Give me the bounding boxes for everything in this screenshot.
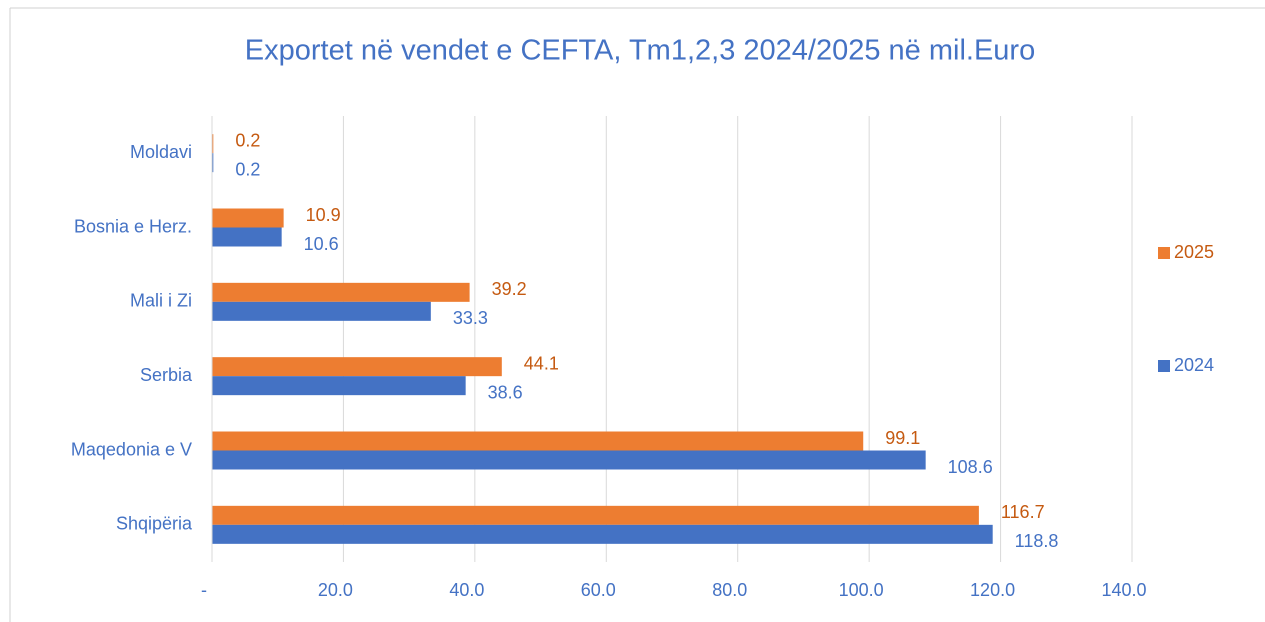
value-label: 116.7 (1001, 502, 1045, 522)
bar (212, 208, 284, 228)
x-tick-label: 100.0 (839, 580, 884, 600)
value-label: 99.1 (885, 428, 920, 448)
value-label: 33.3 (453, 308, 488, 328)
bar (212, 301, 431, 321)
x-tick-label: 40.0 (449, 580, 484, 600)
x-tick-label: - (201, 580, 207, 600)
value-label: 0.2 (235, 130, 260, 150)
value-label: 10.6 (304, 234, 339, 254)
value-label: 44.1 (524, 353, 559, 373)
y-tick-label: Maqedonia e V (71, 439, 192, 459)
bar (212, 524, 993, 544)
value-label: 10.9 (306, 205, 341, 225)
bar (212, 227, 282, 247)
y-tick-label: Mali i Zi (130, 291, 192, 311)
legend-label: 2024 (1174, 355, 1214, 375)
legend-swatch (1158, 247, 1170, 259)
bar (212, 450, 926, 470)
bar (212, 153, 214, 173)
x-tick-label: 20.0 (318, 580, 353, 600)
bar (212, 282, 470, 302)
value-label: 38.6 (488, 382, 523, 402)
value-label: 0.2 (235, 159, 260, 179)
bar (212, 431, 864, 451)
y-tick-label: Shqipëria (116, 514, 193, 534)
value-label: 39.2 (492, 279, 527, 299)
legend-label: 2025 (1174, 242, 1214, 262)
y-tick-label: Moldavi (130, 142, 192, 162)
bar (212, 505, 979, 525)
chart-title: Exportet në vendet e CEFTA, Tm1,2,3 2024… (245, 35, 1035, 67)
value-label: 118.8 (1015, 531, 1059, 551)
y-tick-label: Serbia (140, 365, 193, 385)
x-tick-label: 120.0 (970, 580, 1015, 600)
bar (212, 376, 466, 396)
bar (212, 357, 502, 377)
legend-swatch (1158, 360, 1170, 372)
x-tick-label: 80.0 (712, 580, 747, 600)
y-tick-label: Bosnia e Herz. (74, 216, 192, 236)
x-tick-label: 60.0 (581, 580, 616, 600)
bar (212, 134, 214, 154)
x-tick-label: 140.0 (1101, 580, 1146, 600)
value-label: 108.6 (948, 457, 993, 477)
